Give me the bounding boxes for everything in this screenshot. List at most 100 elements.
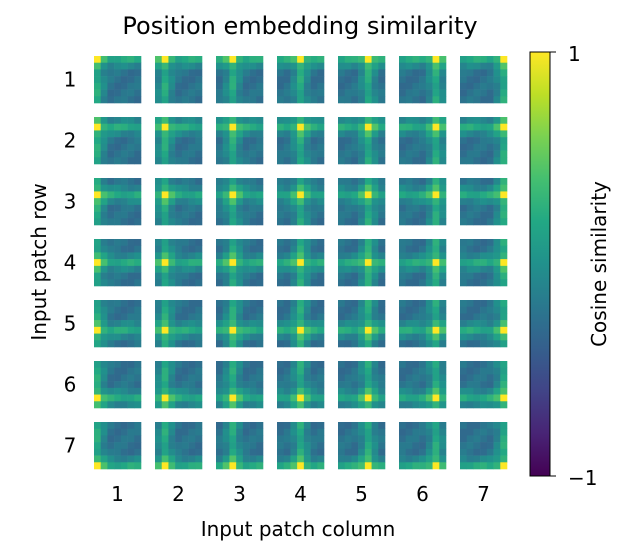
heatmap-cell: [120, 82, 128, 90]
heatmap-cell: [277, 89, 285, 97]
heatmap-cell: [297, 428, 305, 436]
heatmap-cell: [405, 96, 413, 104]
heatmap-cell: [351, 361, 359, 369]
heatmap-cell: [358, 184, 366, 192]
heatmap-cell: [338, 279, 346, 287]
heatmap-cell: [303, 76, 311, 84]
heatmap-cell: [297, 123, 305, 131]
heatmap-cell: [216, 252, 224, 260]
heatmap-cell: [364, 137, 372, 145]
heatmap-cell: [100, 306, 108, 314]
heatmap-cell: [283, 150, 291, 158]
heatmap-cell: [419, 333, 427, 341]
heatmap-cell: [94, 442, 102, 450]
heatmap-cell: [195, 239, 203, 247]
heatmap-cell: [486, 123, 494, 131]
heatmap-cell: [371, 320, 379, 328]
heatmap-cell: [473, 320, 481, 328]
heatmap-cell: [195, 143, 203, 151]
heatmap-cell: [155, 387, 163, 395]
heatmap-cell: [364, 367, 372, 375]
heatmap-cell: [480, 455, 488, 463]
heatmap-cell: [344, 117, 352, 125]
heatmap-cell: [500, 272, 508, 280]
heatmap-cell: [249, 265, 257, 273]
heatmap-cell: [460, 191, 468, 199]
panel-r6-c6: [399, 361, 447, 409]
heatmap-cell: [303, 428, 311, 436]
heatmap-cell: [371, 300, 379, 308]
heatmap-cell: [358, 259, 366, 267]
heatmap-cell: [399, 326, 407, 334]
heatmap-cell: [500, 150, 508, 158]
heatmap-cell: [195, 150, 203, 158]
heatmap-cell: [216, 435, 224, 443]
heatmap-cell: [425, 56, 433, 64]
heatmap-cell: [500, 218, 508, 226]
heatmap-cell: [432, 387, 440, 395]
heatmap-cell: [310, 178, 318, 186]
heatmap-cell: [432, 306, 440, 314]
heatmap-cell: [120, 211, 128, 219]
heatmap-cell: [229, 218, 237, 226]
heatmap-cell: [155, 381, 163, 389]
heatmap-cell: [500, 252, 508, 260]
heatmap-cell: [500, 306, 508, 314]
heatmap-cell: [310, 394, 318, 402]
heatmap-cell: [256, 448, 264, 456]
heatmap-cell: [338, 211, 346, 219]
heatmap-cell: [94, 143, 102, 151]
heatmap-cell: [344, 442, 352, 450]
heatmap-cell: [134, 265, 142, 273]
heatmap-cell: [195, 211, 203, 219]
heatmap-cell: [399, 381, 407, 389]
heatmap-cell: [120, 96, 128, 104]
heatmap-cell: [249, 157, 257, 165]
heatmap-cell: [100, 313, 108, 321]
heatmap-cell: [486, 462, 494, 470]
heatmap-cell: [364, 82, 372, 90]
heatmap-cell: [371, 117, 379, 125]
heatmap-cell: [486, 333, 494, 341]
heatmap-cell: [236, 279, 244, 287]
heatmap-cell: [127, 117, 135, 125]
heatmap-cell: [419, 184, 427, 192]
heatmap-cell: [493, 361, 501, 369]
heatmap-cell: [500, 204, 508, 212]
heatmap-cell: [460, 252, 468, 260]
heatmap-cell: [249, 218, 257, 226]
heatmap-cell: [419, 62, 427, 70]
heatmap-cell: [439, 401, 447, 409]
heatmap-cell: [161, 150, 169, 158]
heatmap-cell: [114, 137, 122, 145]
heatmap-cell: [358, 117, 366, 125]
heatmap-cell: [168, 387, 176, 395]
heatmap-cell: [480, 211, 488, 219]
heatmap-cell: [364, 198, 372, 206]
heatmap-cell: [134, 211, 142, 219]
heatmap-cell: [460, 387, 468, 395]
heatmap-cell: [94, 320, 102, 328]
heatmap-cell: [283, 374, 291, 382]
heatmap-cell: [358, 211, 366, 219]
heatmap-cell: [480, 252, 488, 260]
heatmap-cell: [120, 157, 128, 165]
heatmap-cell: [107, 198, 115, 206]
heatmap-cell: [216, 401, 224, 409]
heatmap-cell: [249, 442, 257, 450]
heatmap-cell: [338, 130, 346, 138]
heatmap-cell: [473, 455, 481, 463]
heatmap-cell: [466, 69, 474, 77]
heatmap-cell: [216, 123, 224, 131]
heatmap-cell: [358, 137, 366, 145]
heatmap-cell: [94, 178, 102, 186]
heatmap-cell: [460, 96, 468, 104]
heatmap-cell: [486, 422, 494, 430]
heatmap-cell: [229, 455, 237, 463]
heatmap-cell: [303, 82, 311, 90]
heatmap-cell: [188, 157, 196, 165]
heatmap-cell: [344, 387, 352, 395]
panel-r1-c1: [94, 56, 142, 104]
heatmap-cell: [466, 150, 474, 158]
heatmap-cell: [297, 455, 305, 463]
